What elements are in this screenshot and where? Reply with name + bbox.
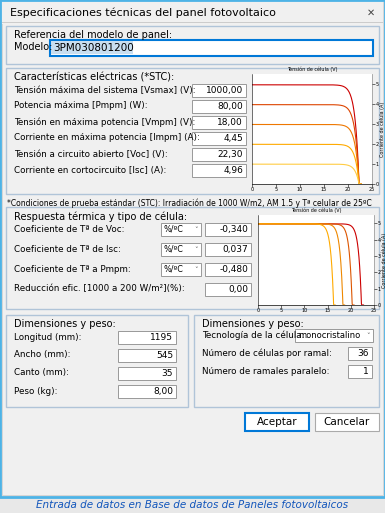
- Bar: [6, 26, 379, 64]
- Text: ✕: ✕: [367, 8, 375, 18]
- Bar: [245, 413, 309, 431]
- Text: Corriente en máxima potencia [Impm] (A):: Corriente en máxima potencia [Impm] (A):: [14, 133, 200, 143]
- Text: %/ºC: %/ºC: [164, 245, 184, 254]
- Text: Especificaciones técnicas del panel fotovoltaico: Especificaciones técnicas del panel foto…: [10, 8, 276, 18]
- Bar: [118, 385, 176, 398]
- Bar: [194, 315, 379, 407]
- Text: ˅: ˅: [194, 227, 198, 232]
- Bar: [252, 74, 372, 184]
- Bar: [6, 207, 379, 309]
- Bar: [6, 68, 379, 194]
- Text: 35: 35: [161, 369, 173, 378]
- Text: 3PM030801200: 3PM030801200: [53, 43, 134, 53]
- Bar: [192, 164, 246, 177]
- Text: Peso (kg):: Peso (kg):: [14, 386, 57, 396]
- Text: 8,00: 8,00: [153, 387, 173, 396]
- Text: 18,00: 18,00: [217, 118, 243, 127]
- Bar: [205, 263, 251, 276]
- Text: Tecnología de la célula:: Tecnología de la célula:: [202, 330, 305, 340]
- Bar: [118, 367, 176, 380]
- Text: Dimensiones y peso:: Dimensiones y peso:: [202, 319, 304, 329]
- Bar: [192, 84, 246, 97]
- Text: Potencia máxima [Pmpm] (W):: Potencia máxima [Pmpm] (W):: [14, 102, 147, 110]
- Text: Tensión en máxima potencia [Vmpm] (V):: Tensión en máxima potencia [Vmpm] (V):: [14, 117, 195, 127]
- Text: 0,00: 0,00: [228, 285, 248, 294]
- Text: Respuesta térmica y tipo de célula:: Respuesta térmica y tipo de célula:: [14, 211, 187, 222]
- Bar: [192, 116, 246, 129]
- Text: 36: 36: [358, 349, 369, 358]
- Bar: [118, 349, 176, 362]
- Text: Número de ramales paralelo:: Número de ramales paralelo:: [202, 366, 330, 376]
- Bar: [192, 100, 246, 113]
- Text: -0,480: -0,480: [219, 265, 248, 274]
- Bar: [205, 223, 251, 236]
- Text: 80,00: 80,00: [217, 102, 243, 111]
- Title: Tensión de célula (V): Tensión de célula (V): [287, 67, 337, 72]
- Text: *Condiciones de prueba estándar (STC): Irradiación de 1000 W/m2, AM 1.5 y Tª cel: *Condiciones de prueba estándar (STC): I…: [7, 198, 372, 207]
- Text: Referencia del modelo de panel:: Referencia del modelo de panel:: [14, 30, 172, 40]
- Text: 1: 1: [363, 367, 369, 376]
- Bar: [50, 40, 373, 56]
- Bar: [6, 315, 188, 407]
- Text: %/ºC: %/ºC: [164, 225, 184, 234]
- Bar: [258, 215, 374, 305]
- Bar: [315, 413, 379, 431]
- Text: Ancho (mm):: Ancho (mm):: [14, 350, 70, 360]
- Text: Entrada de datos en Base de datos de Paneles fotovoltaicos: Entrada de datos en Base de datos de Pan…: [37, 500, 348, 510]
- Bar: [295, 329, 373, 342]
- Text: Tensión a circuito abierto [Voc] (V):: Tensión a circuito abierto [Voc] (V):: [14, 149, 168, 159]
- Bar: [192, 132, 246, 145]
- Text: Coeficiente de Tª de Isc:: Coeficiente de Tª de Isc:: [14, 245, 121, 253]
- Text: Coeficiente de Tª a Pmpm:: Coeficiente de Tª a Pmpm:: [14, 265, 131, 273]
- Bar: [205, 283, 251, 296]
- Text: ˅: ˅: [194, 266, 198, 272]
- Bar: [348, 365, 372, 378]
- Bar: [118, 331, 176, 344]
- Text: Reducción efic. [1000 a 200 W/m²](%):: Reducción efic. [1000 a 200 W/m²](%):: [14, 285, 185, 293]
- Text: Dimensiones y peso:: Dimensiones y peso:: [14, 319, 116, 329]
- Bar: [205, 243, 251, 256]
- Text: Cancelar: Cancelar: [324, 417, 370, 427]
- Text: 545: 545: [156, 351, 173, 360]
- Bar: [2, 2, 383, 24]
- Text: Aceptar: Aceptar: [257, 417, 297, 427]
- Text: Coeficiente de Tª de Voc:: Coeficiente de Tª de Voc:: [14, 225, 124, 233]
- Bar: [192, 148, 246, 161]
- Text: -0,340: -0,340: [219, 225, 248, 234]
- Bar: [348, 347, 372, 360]
- Bar: [2, 22, 383, 23]
- Text: %/ºC: %/ºC: [164, 265, 184, 274]
- Bar: [161, 223, 201, 236]
- Text: ˅: ˅: [366, 332, 370, 339]
- Y-axis label: Corriente de célula (A): Corriente de célula (A): [380, 102, 385, 156]
- Text: 22,30: 22,30: [218, 150, 243, 159]
- Text: Modelo:: Modelo:: [14, 42, 52, 52]
- Text: 1000,00: 1000,00: [206, 86, 243, 95]
- Text: ˅: ˅: [194, 247, 198, 252]
- Text: 4,45: 4,45: [223, 134, 243, 143]
- Text: Características eléctricas (*STC):: Características eléctricas (*STC):: [14, 72, 174, 82]
- Text: Corriente en cortocircuito [Isc] (A):: Corriente en cortocircuito [Isc] (A):: [14, 166, 166, 174]
- Bar: [161, 263, 201, 276]
- Text: Longitud (mm):: Longitud (mm):: [14, 332, 82, 342]
- Title: Tensión de célula (V): Tensión de célula (V): [291, 208, 341, 213]
- Text: Número de células por ramal:: Número de células por ramal:: [202, 348, 332, 358]
- Text: Tensión máxima del sistema [Vsmax] (V):: Tensión máxima del sistema [Vsmax] (V):: [14, 86, 196, 94]
- Text: 0,037: 0,037: [222, 245, 248, 254]
- Text: 1195: 1195: [150, 333, 173, 342]
- Text: 4,96: 4,96: [223, 166, 243, 175]
- Text: monocristalino: monocristalino: [298, 331, 360, 340]
- Text: Canto (mm):: Canto (mm):: [14, 368, 69, 378]
- Y-axis label: Corriente de célula (A): Corriente de célula (A): [382, 232, 385, 288]
- Bar: [51, 41, 133, 54]
- Bar: [161, 243, 201, 256]
